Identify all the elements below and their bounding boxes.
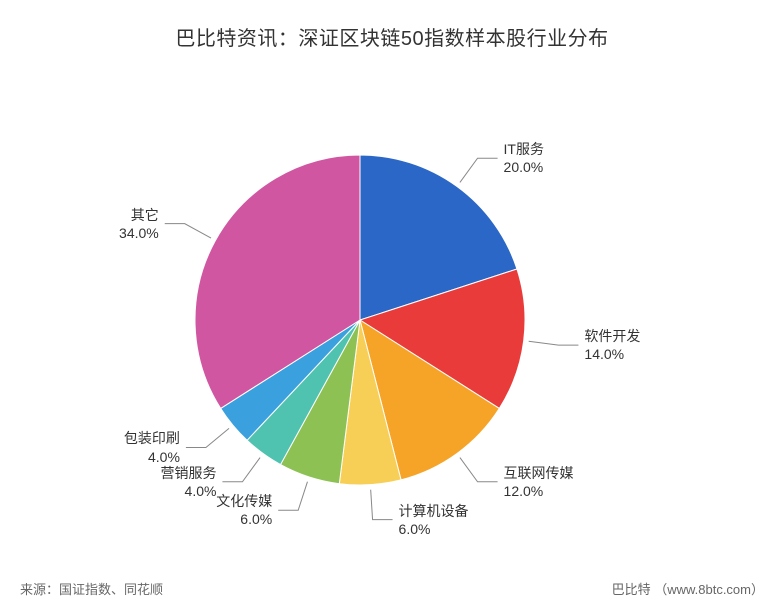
leader-line [278,482,307,511]
footer-credit: 巴比特 （www.8btc.com） [612,579,764,598]
chart-container: 巴比特资讯：深证区块链50指数样本股行业分布 IT服务20.0%软件开发14.0… [0,0,784,612]
leader-line [186,428,229,447]
leader-line [460,158,498,182]
leader-line [460,458,498,482]
pie-chart [0,0,784,612]
leader-line [371,490,393,520]
leader-line [222,458,260,482]
leader-line [529,341,579,345]
leader-line [165,224,211,238]
footer-source: 来源：国证指数、同花顺 [20,579,163,598]
